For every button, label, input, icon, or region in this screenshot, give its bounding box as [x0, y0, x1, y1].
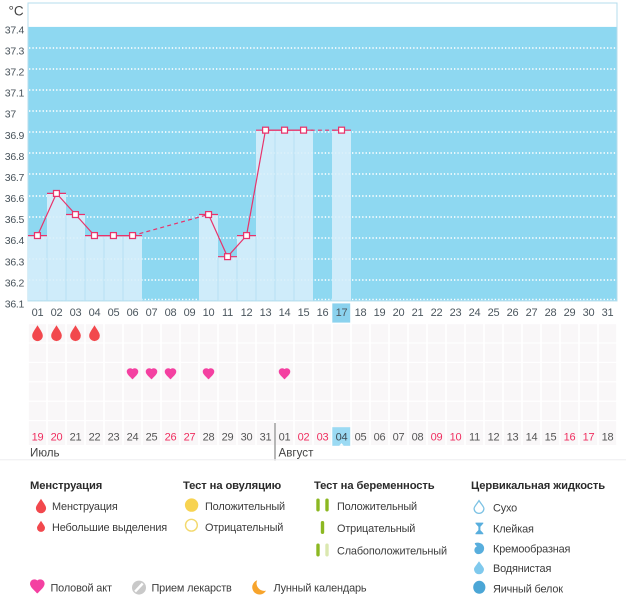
svg-text:37.1: 37.1 — [5, 88, 25, 100]
svg-text:Лунный календарь: Лунный календарь — [274, 582, 367, 594]
svg-text:Яичный белок: Яичный белок — [493, 584, 563, 595]
svg-text:Тест на беременность: Тест на беременность — [314, 480, 435, 492]
svg-text:37.2: 37.2 — [5, 67, 25, 79]
svg-text:14: 14 — [279, 307, 291, 319]
svg-text:36.6: 36.6 — [5, 193, 25, 205]
svg-text:Небольшие выделения: Небольшие выделения — [52, 522, 167, 534]
svg-text:10: 10 — [203, 307, 215, 319]
svg-text:02: 02 — [51, 307, 63, 319]
svg-text:07: 07 — [393, 431, 405, 443]
svg-text:06: 06 — [374, 431, 386, 443]
svg-text:Кремообразная: Кремообразная — [493, 544, 571, 556]
svg-text:05: 05 — [108, 307, 120, 319]
svg-text:Половой акт: Половой акт — [51, 582, 112, 594]
svg-text:07: 07 — [146, 307, 158, 319]
svg-text:Сухо: Сухо — [493, 503, 517, 515]
svg-text:03: 03 — [70, 307, 82, 319]
svg-text:24: 24 — [127, 431, 139, 443]
svg-text:01: 01 — [32, 307, 44, 319]
svg-text:36.3: 36.3 — [5, 256, 25, 268]
svg-text:10: 10 — [450, 431, 462, 443]
svg-text:Клейкая: Клейкая — [493, 524, 534, 536]
svg-text:27: 27 — [526, 307, 538, 319]
svg-text:14: 14 — [526, 431, 538, 443]
svg-text:09: 09 — [184, 307, 196, 319]
svg-text:Тест на овуляцию: Тест на овуляцию — [183, 480, 282, 492]
svg-text:11: 11 — [222, 307, 233, 319]
svg-text:26: 26 — [507, 307, 519, 319]
svg-text:16: 16 — [564, 431, 576, 443]
svg-text:24: 24 — [469, 307, 481, 319]
svg-text:20: 20 — [393, 307, 405, 319]
svg-text:25: 25 — [146, 431, 158, 443]
svg-text:21: 21 — [412, 307, 424, 319]
svg-text:Положительный: Положительный — [205, 501, 285, 513]
svg-text:36.1: 36.1 — [5, 298, 25, 310]
svg-text:Отрицательный: Отрицательный — [337, 523, 415, 535]
svg-text:25: 25 — [488, 307, 500, 319]
svg-text:36.9: 36.9 — [5, 130, 25, 142]
svg-text:36.2: 36.2 — [5, 277, 25, 289]
svg-text:11: 11 — [469, 431, 480, 443]
svg-text:29: 29 — [564, 307, 576, 319]
svg-text:30: 30 — [241, 431, 253, 443]
svg-text:04: 04 — [336, 431, 348, 443]
svg-text:Отрицательный: Отрицательный — [205, 522, 283, 534]
svg-text:19: 19 — [374, 307, 386, 319]
svg-text:Положительный: Положительный — [337, 501, 417, 513]
svg-text:13: 13 — [260, 307, 272, 319]
svg-text:31: 31 — [602, 307, 614, 319]
svg-text:01: 01 — [279, 431, 291, 443]
svg-text:37: 37 — [5, 109, 17, 121]
svg-text:06: 06 — [127, 307, 139, 319]
svg-text:05: 05 — [355, 431, 367, 443]
svg-text:Водянистая: Водянистая — [493, 563, 551, 575]
svg-text:36.5: 36.5 — [5, 214, 25, 226]
svg-text:37.3: 37.3 — [5, 46, 25, 58]
svg-text:Прием лекарств: Прием лекарств — [152, 582, 233, 594]
svg-text:08: 08 — [165, 307, 177, 319]
svg-text:15: 15 — [298, 307, 310, 319]
svg-text:22: 22 — [89, 431, 101, 443]
svg-text:12: 12 — [241, 307, 253, 319]
svg-text:12: 12 — [488, 431, 500, 443]
svg-text:29: 29 — [222, 431, 234, 443]
svg-text:Менструация: Менструация — [30, 480, 102, 492]
svg-text:04: 04 — [89, 307, 101, 319]
svg-text:27: 27 — [184, 431, 196, 443]
svg-text:02: 02 — [298, 431, 310, 443]
svg-text:03: 03 — [317, 431, 329, 443]
svg-text:36.7: 36.7 — [5, 172, 25, 184]
svg-text:37.4: 37.4 — [5, 24, 25, 36]
svg-text:13: 13 — [507, 431, 519, 443]
svg-text:17: 17 — [336, 307, 348, 319]
svg-text:26: 26 — [165, 431, 177, 443]
svg-text:23: 23 — [450, 307, 462, 319]
svg-text:09: 09 — [431, 431, 443, 443]
svg-text:Менструация: Менструация — [52, 501, 118, 513]
svg-text:20: 20 — [51, 431, 63, 443]
svg-text:23: 23 — [108, 431, 120, 443]
svg-text:30: 30 — [583, 307, 595, 319]
svg-text:18: 18 — [355, 307, 367, 319]
svg-text:17: 17 — [583, 431, 595, 443]
svg-text:Слабоположительный: Слабоположительный — [337, 546, 447, 558]
svg-text:19: 19 — [32, 431, 44, 443]
svg-text:Цервикальная жидкость: Цервикальная жидкость — [471, 480, 605, 492]
svg-text:28: 28 — [203, 431, 215, 443]
svg-text:Июль: Июль — [30, 446, 60, 459]
svg-text:16: 16 — [317, 307, 329, 319]
svg-text:36.8: 36.8 — [5, 151, 25, 163]
svg-text:15: 15 — [545, 431, 557, 443]
svg-text:22: 22 — [431, 307, 443, 319]
svg-text:28: 28 — [545, 307, 557, 319]
svg-text:°C: °C — [9, 4, 24, 19]
svg-text:08: 08 — [412, 431, 424, 443]
svg-text:21: 21 — [70, 431, 82, 443]
svg-text:18: 18 — [602, 431, 614, 443]
svg-text:Август: Август — [279, 446, 315, 459]
svg-text:31: 31 — [260, 431, 272, 443]
svg-text:36.4: 36.4 — [5, 235, 25, 247]
